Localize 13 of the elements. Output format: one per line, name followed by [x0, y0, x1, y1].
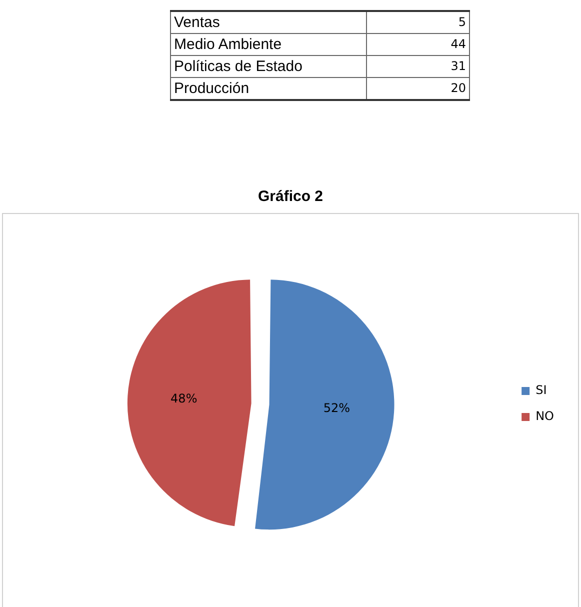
legend-label: NO	[536, 409, 554, 424]
legend-label: SI	[536, 383, 547, 398]
category-label: Medio Ambiente	[170, 34, 366, 56]
category-label: Políticas de Estado	[170, 56, 366, 78]
data-label: 48%	[170, 391, 198, 406]
data-label: 5	[366, 11, 470, 34]
data-label: 44	[366, 34, 470, 56]
data-label: 20	[366, 78, 470, 100]
category-label: Ventas	[170, 11, 366, 34]
category-label: Producción	[170, 78, 366, 100]
data-label: 31	[366, 56, 470, 78]
chart-title: Gráfico 2	[256, 188, 324, 205]
data-label: 52%	[323, 400, 350, 415]
